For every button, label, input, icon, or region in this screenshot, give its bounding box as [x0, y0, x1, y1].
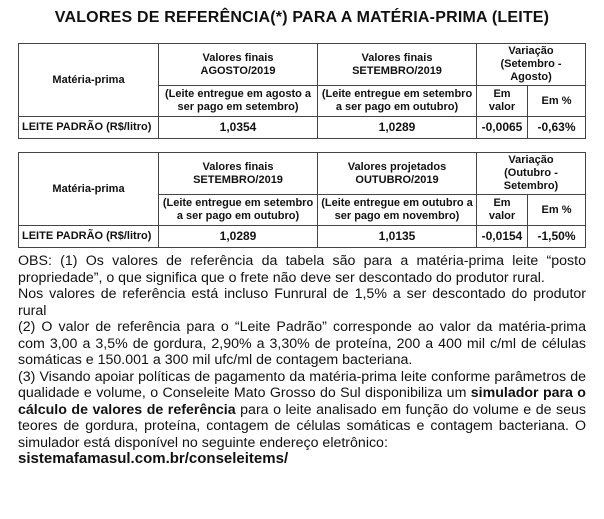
note-cell: (Leite entregue em agosto a ser pago em … [158, 85, 318, 117]
header-row: Matéria-prima Valores finais SETEMBRO/2019… [18, 152, 586, 226]
note-cell: (Leite entregue em setembro a ser pago e… [158, 194, 318, 226]
note-cell: (Leite entregue em setembro a ser pago e… [317, 85, 477, 117]
data-cell: 1,0354 [158, 116, 318, 139]
data-cell: -0,0065 [476, 116, 528, 139]
header-cell: Em valor [476, 85, 528, 117]
observations: OBS: (1) Os valores de referência da tab… [18, 253, 586, 468]
header-cell: Em valor [476, 194, 528, 226]
data-cell: LEITE PADRÃO (R$/litro) [18, 225, 159, 248]
data-cell: -1,50% [527, 225, 586, 248]
obs-paragraph: (2) O valor de referência para o “Leite … [18, 319, 586, 369]
cell-text: Valores finais [202, 51, 274, 64]
cell-text: SETEMBRO/2019 [193, 173, 283, 186]
cell-text: AGOSTO/2019 [200, 64, 276, 77]
obs-paragraph: Nos valores de referência está incluso F… [18, 286, 586, 319]
header-row: (Leite entregue em setembro a ser pago e… [19, 194, 586, 226]
reference-table: Matéria-prima Valores finais SETEMBRO/2019… [18, 152, 586, 248]
obs-text: Nos valores de referência está incluso F… [18, 286, 586, 319]
obs-paragraph: OBS: (1) Os valores de referência da tab… [18, 253, 586, 286]
header-cell: Em % [527, 194, 586, 226]
data-row: LEITE PADRÃO (R$/litro) 1,0354 1,0289 -0,00… [18, 116, 586, 139]
cell-text: Valores finais [361, 51, 433, 64]
data-cell: 1,0289 [317, 116, 477, 139]
header-cell: Valores finais SETEMBRO/2019 [317, 43, 477, 86]
title: VALORES DE REFERÊNCIA(*) PARA A MATÉRIA-… [54, 9, 550, 26]
header-cell: Valores finais SETEMBRO/2019 [158, 152, 318, 195]
obs-text: (3) Visando apoiar políticas de pagament… [18, 368, 586, 402]
obs-paragraph: (3) Visando apoiar políticas de pagament… [18, 369, 586, 452]
header-row: Matéria-prima Valores finais AGOSTO/2019 Va… [18, 43, 586, 117]
data-cell: 1,0135 [317, 225, 477, 248]
note-cell: (Leite entregue em outubro a ser pago em… [317, 194, 477, 226]
header-cell: Em % [527, 85, 586, 117]
header-cell: Matéria-prima [18, 152, 159, 226]
obs-paragraph: sistemafamasul.com.br/conseleitems/ [18, 450, 586, 468]
cell-text: OUTUBRO/2019 [355, 173, 439, 186]
header-cell: Valores finais AGOSTO/2019 [158, 43, 318, 86]
cell-text: Valores finais [202, 160, 274, 173]
data-cell: -0,63% [527, 116, 586, 139]
obs-text: OBS: (1) Os valores de referência da tab… [18, 253, 586, 286]
cell-text: Valores projetados [347, 160, 447, 173]
cell-text: (Setembro - Agosto) [500, 58, 562, 83]
cell-text: Variação [508, 154, 554, 166]
header-cell: Variação (Setembro - Agosto) [476, 43, 586, 86]
data-cell: -0,0154 [476, 225, 528, 248]
cell-text: Variação [508, 45, 554, 57]
data-cell: 1,0289 [158, 225, 318, 248]
obs-text: (2) O valor de referência para o “Leite … [18, 319, 586, 368]
header-cell: Valores projetados OUTUBRO/2019 [317, 152, 477, 195]
data-cell: LEITE PADRÃO (R$/litro) [18, 116, 159, 139]
link: sistemafamasul.com.br/conseleitems/ [18, 450, 289, 467]
obs-bold: simulador para o cálculo de valores de r… [18, 385, 586, 418]
header-cell: Variação (Outubro - Setembro) [476, 152, 586, 195]
cell-text: (Outubro - Setembro) [503, 167, 559, 192]
cell-text: SETEMBRO/2019 [352, 64, 442, 77]
obs-text: para o leite analisado em função do volu… [18, 401, 586, 451]
reference-table: Matéria-prima Valores finais AGOSTO/2019 Va… [18, 43, 586, 139]
header-cell: Matéria-prima [18, 43, 159, 117]
data-row: LEITE PADRÃO (R$/litro) 1,0289 1,0135 -0,01… [18, 225, 586, 248]
